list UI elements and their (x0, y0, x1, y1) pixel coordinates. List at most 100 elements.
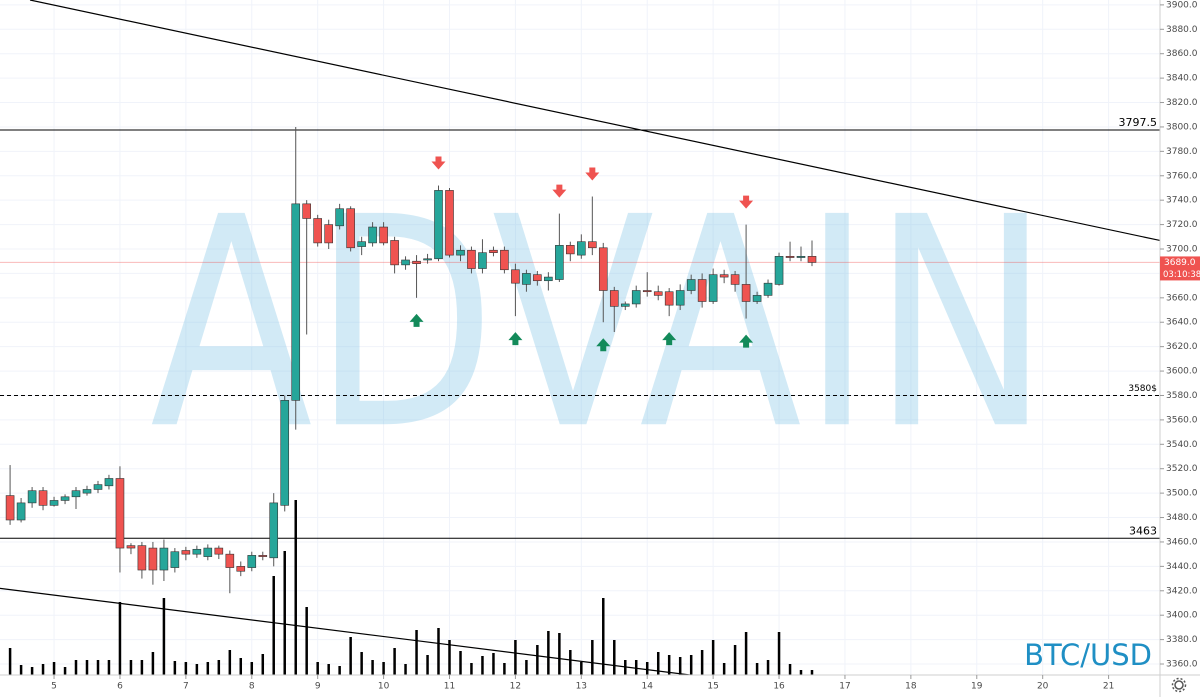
x-tick-label: 9 (315, 682, 321, 692)
candle-body (27, 490, 37, 504)
volume-bar (810, 670, 814, 675)
volume-bar (85, 660, 89, 675)
y-tick-label: 3500.0 (1166, 489, 1198, 499)
candle-body (511, 269, 520, 284)
candle-body (346, 208, 355, 249)
x-tick-label: 5 (51, 682, 57, 692)
candle-body (533, 274, 542, 282)
volume-bar (503, 663, 506, 675)
candle-body (577, 241, 586, 256)
volume-bar (30, 667, 34, 675)
volume-bar (645, 662, 649, 675)
volume-bar (624, 660, 627, 675)
grid (0, 0, 1160, 675)
sell-signal-arrow (585, 167, 600, 181)
candle-body (719, 274, 729, 278)
x-tick-label: 19 (971, 682, 983, 692)
volume-bar (382, 662, 385, 675)
volume-bar (744, 632, 748, 675)
candle-body (192, 548, 202, 555)
candle-body (807, 256, 817, 263)
candle-body (500, 249, 509, 271)
y-tick-label: 3380.0 (1166, 635, 1198, 645)
candle-body (774, 256, 784, 285)
volume-bar (8, 648, 12, 675)
candle-body (390, 240, 399, 266)
y-tick-label: 3860.0 (1166, 49, 1198, 59)
volume-bar (558, 633, 561, 675)
candle-body (741, 284, 751, 302)
x-tick-label: 18 (905, 682, 917, 692)
candle-body (49, 500, 59, 506)
candle-body (60, 496, 70, 501)
candle-body (401, 259, 410, 266)
y-tick-label: 3880.0 (1166, 25, 1198, 35)
candle-body (247, 555, 257, 568)
volume-bar (305, 607, 308, 675)
volume-bar (766, 660, 770, 675)
candle-body (730, 274, 740, 285)
last-price-tag (1160, 256, 1200, 281)
candle-body (357, 241, 366, 247)
volume-bar (481, 656, 484, 675)
candle-body (313, 218, 322, 244)
candle-body (631, 290, 641, 305)
volume-bar (602, 598, 605, 675)
candle-body (412, 260, 421, 264)
volume-bar (162, 598, 166, 675)
candle-body (280, 400, 290, 506)
volume-bar (689, 655, 693, 675)
candle-body (620, 303, 630, 307)
x-tick-label: 6 (117, 682, 123, 692)
candle-body (203, 547, 213, 557)
x-tick-label: 7 (183, 682, 189, 692)
y-tick-label: 3400.0 (1166, 611, 1198, 621)
volume-bar (151, 652, 155, 675)
volume-bar (173, 661, 177, 675)
candle-body (653, 291, 663, 296)
level-label: 3580$ (1128, 384, 1157, 394)
volume-bar (799, 670, 803, 675)
candle-body (269, 502, 279, 559)
candle-body (544, 276, 553, 282)
volume-bar (184, 662, 188, 675)
candle-body (225, 553, 235, 568)
candle-body (752, 295, 762, 302)
y-tick-label: 3540.0 (1166, 440, 1198, 450)
volume-bar (755, 663, 759, 675)
candle-body (148, 547, 158, 571)
volume-bar (206, 662, 210, 675)
candle-body (71, 490, 81, 498)
volume-bar (96, 660, 100, 675)
y-tick-label: 3620.0 (1166, 342, 1198, 352)
volume-bar (492, 653, 495, 675)
volume-bar (470, 663, 473, 675)
candle-body (236, 566, 246, 572)
y-tick-label: 3480.0 (1166, 513, 1198, 523)
trendline (29, 0, 1160, 242)
trendline (0, 587, 691, 675)
candle-body (16, 502, 26, 521)
x-tick-label: 10 (378, 682, 390, 692)
volume-bar (327, 664, 330, 675)
buy-signal-arrow (596, 338, 611, 352)
candle-body (38, 490, 48, 506)
volume-bar (250, 662, 254, 675)
candle-body (324, 224, 333, 244)
settings-icon[interactable] (1171, 677, 1187, 693)
x-tick-label: 14 (642, 682, 654, 692)
candle-body (423, 258, 432, 261)
volume-bar (656, 652, 660, 675)
x-tick-label: 16 (773, 682, 785, 692)
y-tick-label: 3800.0 (1166, 122, 1198, 132)
candle-body (214, 547, 224, 555)
candle-body (456, 249, 465, 256)
y-tick-label: 3520.0 (1166, 464, 1198, 474)
y-tick-label: 3900.0 (1166, 0, 1198, 10)
settings-gear-teeth[interactable] (1171, 677, 1187, 693)
volume-bar (283, 551, 286, 675)
volume-bar (360, 652, 363, 675)
candle-body (82, 489, 92, 494)
settings-gear[interactable] (1174, 680, 1184, 690)
